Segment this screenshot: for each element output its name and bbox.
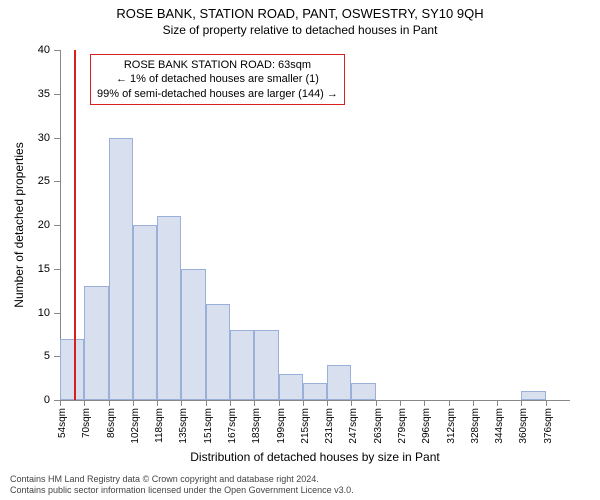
x-tick-label: 279sqm <box>397 408 408 444</box>
y-axis-label: Number of detached properties <box>12 142 26 307</box>
x-tick-label: 86sqm <box>106 408 117 438</box>
x-tick <box>546 400 547 406</box>
x-tick <box>376 400 377 406</box>
x-tick-label: 312sqm <box>446 408 457 444</box>
x-tick <box>84 400 85 406</box>
annotation-box: ROSE BANK STATION ROAD: 63sqm← 1% of det… <box>90 54 345 105</box>
y-tick <box>54 225 60 226</box>
y-tick <box>54 313 60 314</box>
x-tick <box>327 400 328 406</box>
histogram-bar <box>109 138 133 401</box>
x-tick-label: 167sqm <box>227 408 238 444</box>
y-tick-label: 10 <box>38 307 50 319</box>
x-tick-label: 118sqm <box>154 408 165 443</box>
property-marker-line <box>74 50 76 400</box>
x-tick-label: 102sqm <box>130 408 141 444</box>
x-tick <box>497 400 498 406</box>
histogram-bar <box>133 225 157 400</box>
y-tick-label: 30 <box>38 132 50 144</box>
y-tick <box>54 138 60 139</box>
annotation-line: ← 1% of detached houses are smaller (1) <box>97 72 338 86</box>
chart-title-address: ROSE BANK, STATION ROAD, PANT, OSWESTRY,… <box>0 0 600 21</box>
histogram-plot: 051015202530354054sqm70sqm86sqm102sqm118… <box>60 50 570 401</box>
histogram-bar <box>327 365 351 400</box>
histogram-bar <box>303 383 327 401</box>
x-tick <box>303 400 304 406</box>
x-tick <box>206 400 207 406</box>
x-tick-label: 231sqm <box>324 408 335 444</box>
x-tick <box>279 400 280 406</box>
x-tick <box>157 400 158 406</box>
y-tick-label: 35 <box>38 88 50 100</box>
histogram-bar <box>230 330 254 400</box>
chart-title-desc: Size of property relative to detached ho… <box>0 21 600 37</box>
y-tick-label: 40 <box>38 44 50 56</box>
x-tick-label: 70sqm <box>81 408 92 438</box>
y-tick <box>54 269 60 270</box>
x-tick-label: 54sqm <box>57 408 68 438</box>
x-tick <box>133 400 134 406</box>
x-tick-label: 263sqm <box>373 408 384 444</box>
y-tick-label: 0 <box>44 394 50 406</box>
x-tick <box>400 400 401 406</box>
x-tick-label: 376sqm <box>543 408 554 444</box>
histogram-bar <box>254 330 278 400</box>
x-axis-label: Distribution of detached houses by size … <box>60 450 570 464</box>
x-tick <box>60 400 61 406</box>
x-tick-label: 360sqm <box>518 408 529 444</box>
x-tick-label: 296sqm <box>421 408 432 444</box>
y-tick-label: 25 <box>38 175 50 187</box>
x-tick <box>521 400 522 406</box>
y-tick-label: 5 <box>44 350 50 362</box>
histogram-bar <box>60 339 84 400</box>
x-tick-label: 151sqm <box>203 408 214 444</box>
histogram-bar <box>521 391 545 400</box>
x-tick-label: 135sqm <box>178 408 189 444</box>
x-tick <box>181 400 182 406</box>
histogram-bar <box>84 286 108 400</box>
x-tick-label: 247sqm <box>348 408 359 444</box>
x-tick <box>449 400 450 406</box>
x-tick <box>254 400 255 406</box>
footer-text: Contains HM Land Registry data © Crown c… <box>10 474 354 496</box>
x-tick-label: 215sqm <box>300 408 311 444</box>
y-tick-label: 15 <box>38 263 50 275</box>
x-tick <box>473 400 474 406</box>
x-tick-label: 199sqm <box>276 408 287 444</box>
y-tick <box>54 94 60 95</box>
x-tick <box>351 400 352 406</box>
annotation-line: 99% of semi-detached houses are larger (… <box>97 87 338 101</box>
x-tick <box>424 400 425 406</box>
histogram-bar <box>279 374 303 400</box>
y-tick <box>54 181 60 182</box>
y-tick-label: 20 <box>38 219 50 231</box>
histogram-bar <box>157 216 181 400</box>
y-tick <box>54 50 60 51</box>
x-tick-label: 328sqm <box>470 408 481 444</box>
histogram-bar <box>181 269 205 400</box>
histogram-bar <box>206 304 230 400</box>
annotation-line: ROSE BANK STATION ROAD: 63sqm <box>97 58 338 72</box>
x-tick <box>230 400 231 406</box>
histogram-bar <box>351 383 375 401</box>
footer-line-1: Contains HM Land Registry data © Crown c… <box>10 474 354 485</box>
x-tick <box>109 400 110 406</box>
x-tick-label: 344sqm <box>494 408 505 444</box>
footer-line-2: Contains public sector information licen… <box>10 485 354 496</box>
x-tick-label: 183sqm <box>251 408 262 444</box>
